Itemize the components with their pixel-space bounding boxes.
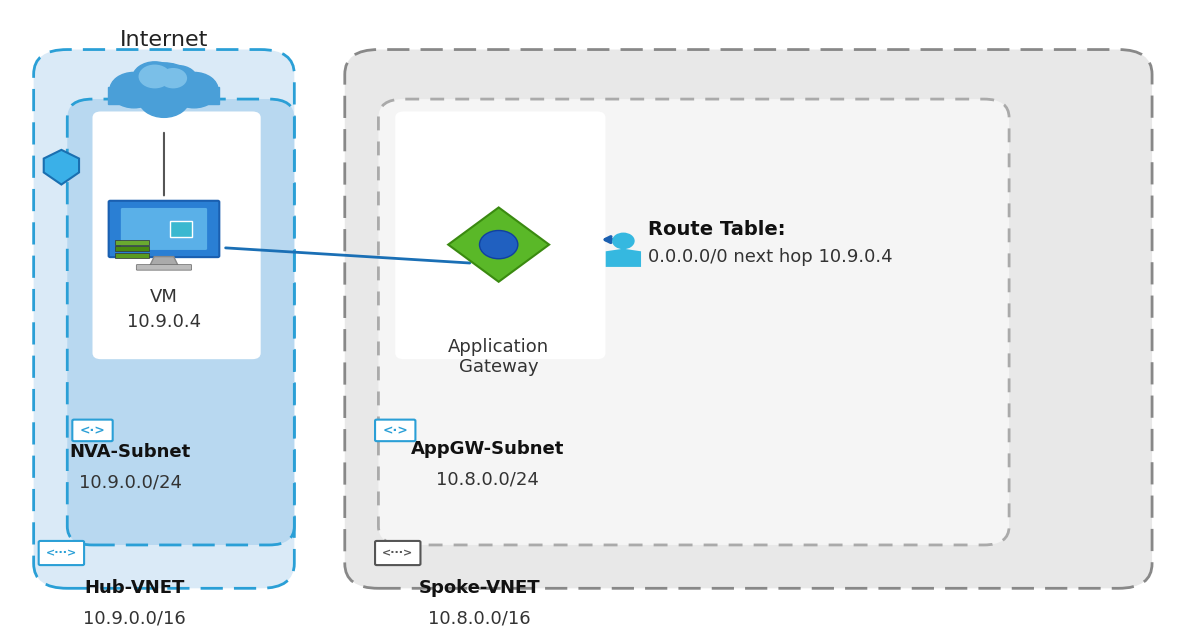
FancyBboxPatch shape <box>67 99 295 545</box>
Text: <·>: <·> <box>382 424 408 437</box>
Polygon shape <box>108 87 219 104</box>
Circle shape <box>612 232 634 249</box>
FancyBboxPatch shape <box>120 208 208 250</box>
FancyBboxPatch shape <box>116 240 150 244</box>
Text: 10.8.0.0/16: 10.8.0.0/16 <box>428 610 531 628</box>
Text: 10.9.0.4: 10.9.0.4 <box>127 312 202 331</box>
Polygon shape <box>448 207 549 282</box>
Circle shape <box>132 62 177 94</box>
Text: VM: VM <box>150 288 178 306</box>
FancyBboxPatch shape <box>108 201 219 257</box>
FancyBboxPatch shape <box>395 112 606 359</box>
FancyBboxPatch shape <box>137 265 192 270</box>
Circle shape <box>170 72 218 108</box>
Text: Hub-VNET: Hub-VNET <box>85 579 185 597</box>
Polygon shape <box>150 256 178 266</box>
Text: <···>: <···> <box>382 548 414 558</box>
FancyBboxPatch shape <box>344 50 1152 588</box>
FancyBboxPatch shape <box>39 541 84 565</box>
Text: AppGW-Subnet: AppGW-Subnet <box>411 440 565 457</box>
FancyBboxPatch shape <box>34 50 295 588</box>
Text: 10.9.0.0/16: 10.9.0.0/16 <box>84 610 186 628</box>
Circle shape <box>480 231 518 259</box>
FancyBboxPatch shape <box>92 112 261 359</box>
Text: Application
Gateway: Application Gateway <box>448 338 549 376</box>
Text: <···>: <···> <box>46 548 77 558</box>
FancyBboxPatch shape <box>375 420 415 441</box>
Text: Internet: Internet <box>120 30 209 50</box>
Polygon shape <box>606 249 641 267</box>
FancyBboxPatch shape <box>375 541 421 565</box>
Text: 0.0.0.0/0 next hop 10.9.0.4: 0.0.0.0/0 next hop 10.9.0.4 <box>647 248 893 266</box>
FancyBboxPatch shape <box>116 246 150 251</box>
FancyBboxPatch shape <box>72 420 113 441</box>
Circle shape <box>159 68 187 88</box>
FancyBboxPatch shape <box>170 221 192 237</box>
Circle shape <box>158 66 197 94</box>
Text: NVA-Subnet: NVA-Subnet <box>70 443 191 461</box>
Text: 10.9.0.0/24: 10.9.0.0/24 <box>79 474 182 492</box>
Polygon shape <box>44 150 79 185</box>
Text: <·>: <·> <box>80 424 105 437</box>
Text: 10.8.0.0/24: 10.8.0.0/24 <box>436 471 539 489</box>
Circle shape <box>110 72 158 108</box>
FancyBboxPatch shape <box>378 99 1009 545</box>
Text: Route Table:: Route Table: <box>647 220 785 239</box>
Circle shape <box>139 64 171 88</box>
Circle shape <box>132 63 197 110</box>
FancyBboxPatch shape <box>116 253 150 258</box>
Circle shape <box>139 80 190 117</box>
Text: Spoke-VNET: Spoke-VNET <box>419 579 540 597</box>
